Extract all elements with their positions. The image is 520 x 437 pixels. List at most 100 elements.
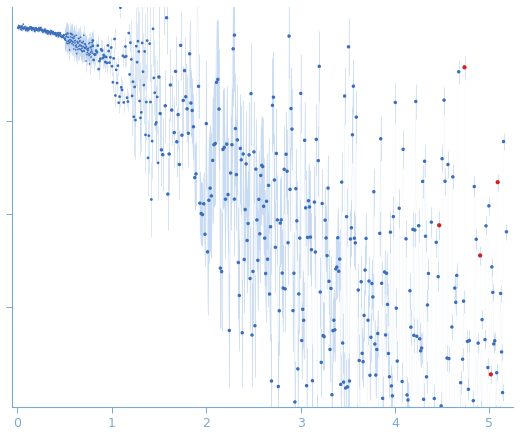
- Point: [70, 33, 79, 40]
- Point: [59, 34, 68, 41]
- Point: [95, 66, 103, 73]
- Point: [101, 59, 110, 66]
- Point: [47, 28, 56, 35]
- Point: [236, 145, 244, 152]
- Point: [319, 332, 327, 339]
- Point: [434, 273, 443, 280]
- Point: [473, 412, 482, 419]
- Point: [46, 31, 55, 38]
- Point: [123, 94, 131, 101]
- Point: [219, 146, 227, 153]
- Point: [84, 47, 93, 54]
- Point: [461, 412, 470, 419]
- Point: [389, 213, 397, 220]
- Point: [170, 129, 178, 136]
- Point: [58, 34, 67, 41]
- Point: [151, 121, 160, 128]
- Point: [31, 27, 39, 34]
- Point: [31, 26, 39, 33]
- Point: [164, 191, 172, 198]
- Point: [55, 29, 63, 36]
- Point: [441, 178, 449, 185]
- Point: [249, 268, 257, 275]
- Point: [147, 196, 155, 203]
- Point: [367, 334, 375, 341]
- Point: [109, 79, 117, 86]
- Point: [76, 46, 85, 53]
- Point: [55, 32, 63, 39]
- Point: [25, 24, 34, 31]
- Point: [402, 236, 410, 243]
- Point: [450, 434, 458, 437]
- Point: [35, 24, 43, 31]
- Point: [78, 45, 86, 52]
- Point: [106, 54, 114, 61]
- Point: [38, 29, 47, 36]
- Point: [54, 33, 62, 40]
- Point: [64, 34, 73, 41]
- Point: [293, 217, 301, 224]
- Point: [53, 32, 61, 39]
- Point: [21, 24, 29, 31]
- Point: [44, 28, 53, 35]
- Point: [84, 45, 93, 52]
- Point: [32, 24, 41, 31]
- Point: [80, 47, 88, 54]
- Point: [359, 358, 367, 365]
- Point: [355, 357, 363, 364]
- Point: [40, 28, 48, 35]
- Point: [57, 31, 65, 38]
- Point: [173, 138, 181, 145]
- Point: [298, 306, 307, 313]
- Point: [373, 346, 381, 353]
- Point: [37, 27, 46, 34]
- Point: [111, 92, 120, 99]
- Point: [27, 25, 35, 32]
- Point: [373, 330, 382, 337]
- Point: [241, 206, 249, 213]
- Point: [79, 48, 87, 55]
- Point: [155, 0, 163, 6]
- Point: [351, 239, 359, 246]
- Point: [17, 24, 25, 31]
- Point: [459, 298, 467, 305]
- Point: [85, 40, 93, 47]
- Point: [161, 102, 170, 109]
- Point: [43, 27, 51, 34]
- Point: [229, 45, 237, 52]
- Point: [28, 25, 36, 32]
- Point: [464, 386, 473, 393]
- Point: [94, 42, 102, 49]
- Point: [45, 28, 54, 35]
- Point: [142, 98, 150, 105]
- Point: [259, 203, 268, 210]
- Point: [76, 42, 84, 49]
- Point: [74, 43, 83, 50]
- Point: [274, 383, 282, 390]
- Point: [410, 332, 418, 339]
- Point: [34, 25, 43, 32]
- Point: [78, 43, 86, 50]
- Point: [128, 92, 136, 99]
- Point: [451, 284, 459, 291]
- Point: [381, 331, 389, 338]
- Point: [317, 359, 326, 366]
- Point: [321, 217, 329, 224]
- Point: [38, 26, 46, 33]
- Point: [50, 30, 59, 37]
- Point: [121, 43, 129, 50]
- Point: [250, 149, 258, 156]
- Point: [297, 337, 306, 344]
- Point: [93, 49, 101, 56]
- Point: [305, 204, 314, 211]
- Point: [325, 278, 333, 285]
- Point: [23, 24, 32, 31]
- Point: [370, 188, 378, 195]
- Point: [350, 235, 358, 242]
- Point: [146, 40, 154, 47]
- Point: [116, 4, 125, 11]
- Point: [30, 24, 38, 31]
- Point: [71, 42, 80, 49]
- Point: [88, 42, 97, 49]
- Point: [21, 27, 30, 34]
